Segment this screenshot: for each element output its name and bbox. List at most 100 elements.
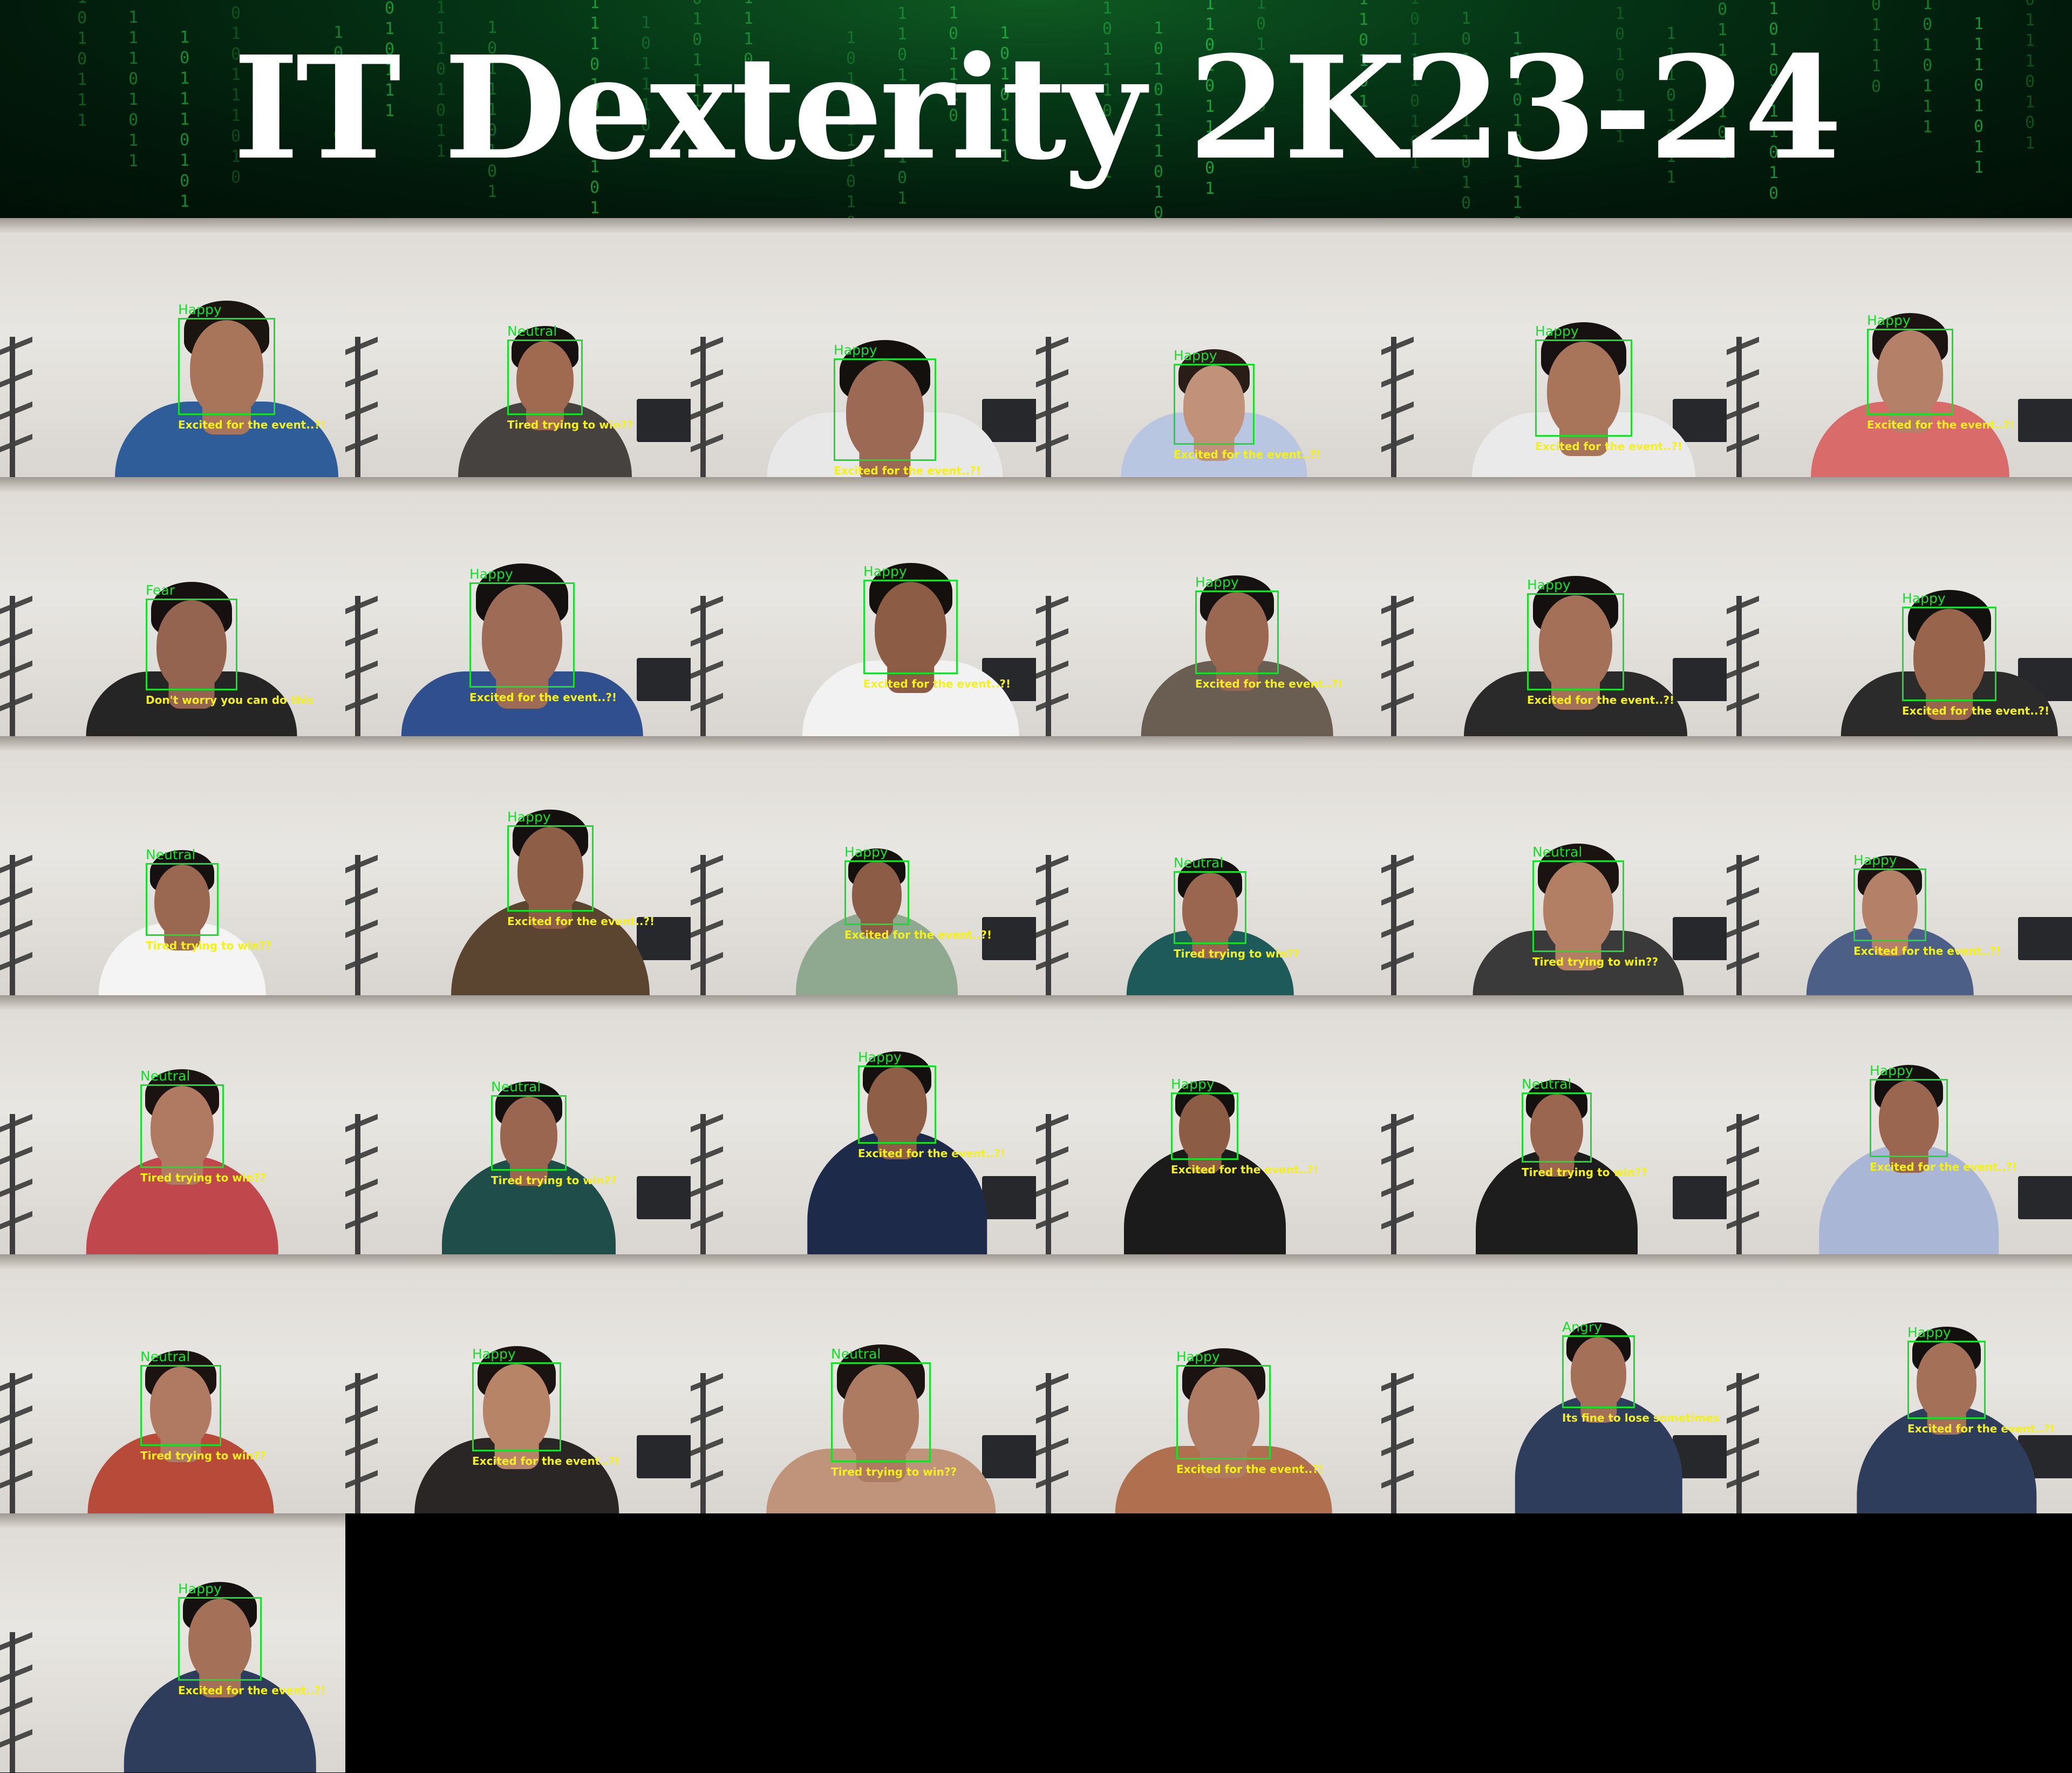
wall-trim bbox=[1036, 477, 1381, 492]
face-detection-box bbox=[1867, 329, 1953, 415]
emotion-caption: Excited for the event..?! bbox=[844, 928, 992, 941]
face-detection-box bbox=[1195, 590, 1279, 674]
wall-trim bbox=[0, 995, 345, 1010]
face-detection-box bbox=[1902, 607, 1996, 701]
participant-photo: Neutral Tired trying to win?? bbox=[1381, 736, 1727, 995]
wall-trim bbox=[691, 1254, 1036, 1269]
matrix-rain-column: 1 1 1 0 1 0 1 1 bbox=[1358, 0, 1369, 132]
emotion-caption: Excited for the event..?! bbox=[178, 1684, 326, 1697]
emotion-label: Happy bbox=[1176, 1349, 1220, 1364]
wall-trim bbox=[1036, 1254, 1381, 1269]
person-face bbox=[517, 827, 583, 914]
monitor bbox=[637, 399, 691, 442]
banner-title: IT Dexterity 2K23-24 bbox=[233, 25, 1843, 191]
emotion-label: Happy bbox=[472, 1346, 516, 1362]
emotion-caption: Tired trying to win?? bbox=[831, 1465, 957, 1478]
emotion-caption: Excited for the event..?! bbox=[858, 1147, 1006, 1160]
person-face bbox=[1538, 595, 1613, 692]
matrix-rain-column: 1 0 1 1 1 0 1 0 1 bbox=[2025, 0, 2035, 153]
shelf bbox=[1727, 1113, 1759, 1254]
wall-trim bbox=[1381, 477, 1727, 492]
person-face bbox=[154, 864, 210, 938]
emotion-label: Happy bbox=[178, 302, 222, 317]
participant-photo: Neutral Tired trying to win?? bbox=[345, 995, 691, 1254]
face-detection-box bbox=[469, 582, 575, 688]
participant-photo: Neutral Tired trying to win?? bbox=[0, 995, 345, 1254]
participant-photo: Happy Excited for the event..?! bbox=[691, 477, 1036, 736]
wall-trim bbox=[691, 736, 1036, 751]
face-detection-box bbox=[1174, 364, 1255, 445]
monitor bbox=[1673, 399, 1727, 442]
emotion-caption: Tired trying to win?? bbox=[1522, 1166, 1648, 1179]
person-face bbox=[852, 861, 902, 927]
wall-trim bbox=[1381, 995, 1727, 1010]
wall-trim bbox=[1727, 1254, 2072, 1269]
empty-cell bbox=[1381, 1513, 1727, 1772]
emotion-label: Happy bbox=[178, 1581, 222, 1597]
shelf bbox=[1381, 1113, 1414, 1254]
emotion-label: Neutral bbox=[1532, 844, 1583, 860]
matrix-rain-column: 1 0 1 0 1 1 1 0 1 0 bbox=[1461, 9, 1471, 213]
emotion-label: Happy bbox=[1535, 323, 1579, 339]
person-face bbox=[150, 1086, 214, 1170]
shelf bbox=[691, 1373, 723, 1513]
person-face bbox=[188, 1599, 252, 1683]
monitor bbox=[2018, 1176, 2072, 1219]
emotion-caption: Excited for the event..?! bbox=[1853, 945, 2001, 957]
matrix-rain-column: 1 0 1 1 1 0 bbox=[1871, 0, 1882, 96]
emotion-caption: Excited for the event..?! bbox=[469, 691, 617, 704]
shelf bbox=[1036, 1113, 1068, 1254]
matrix-rain-column: 1 1 1 0 1 0 1 1 1 0 1 bbox=[897, 0, 908, 208]
emotion-label: Angry bbox=[1562, 1319, 1602, 1335]
monitor bbox=[1673, 1176, 1727, 1219]
shelf bbox=[1381, 336, 1414, 477]
participant-photo: Happy Excited for the event..?! bbox=[345, 1254, 691, 1513]
matrix-rain-column: 1 0 1 1 1 0 1 0 1 bbox=[1717, 0, 1728, 162]
face-detection-box bbox=[1535, 339, 1632, 437]
emotion-caption: Excited for the event..?! bbox=[1867, 418, 2015, 431]
emotion-label: Happy bbox=[1195, 574, 1239, 590]
face-detection-box bbox=[1907, 1341, 1986, 1419]
emotion-caption: Excited for the event..?! bbox=[1171, 1163, 1319, 1176]
shelf bbox=[691, 1113, 723, 1254]
monitor bbox=[637, 1176, 691, 1219]
emotion-caption: Tired trying to win?? bbox=[491, 1174, 617, 1187]
face-detection-box bbox=[834, 358, 936, 461]
shelf bbox=[691, 336, 723, 477]
shelf bbox=[0, 595, 32, 736]
monitor bbox=[1673, 917, 1727, 960]
person-face bbox=[1183, 365, 1245, 446]
participant-photo: Neutral Tired trying to win?? bbox=[0, 1254, 345, 1513]
emotion-label: Happy bbox=[863, 563, 907, 579]
face-detection-box bbox=[507, 825, 594, 912]
person-face bbox=[150, 1367, 212, 1448]
participant-photo: Neutral Tired trying to win?? bbox=[1381, 995, 1727, 1254]
matrix-rain-column: 1 0 1 1 1 0 bbox=[1256, 0, 1266, 116]
face-detection-box bbox=[1562, 1335, 1635, 1408]
matrix-rain-column: 1 0 1 0 1 1 1 0 1 0 bbox=[230, 0, 241, 187]
matrix-rain-column: 1 0 1 0 1 1 1 bbox=[692, 0, 703, 111]
person-face bbox=[1179, 1093, 1230, 1161]
shelf bbox=[1381, 1373, 1414, 1513]
emotion-label: Neutral bbox=[507, 323, 557, 339]
wall-trim bbox=[691, 218, 1036, 233]
title-banner: 1 0 1 0 1 1 1 1 1 1 0 1 0 1 1 1 0 1 1 1 … bbox=[0, 0, 2072, 218]
emotion-caption: Excited for the event..?! bbox=[1870, 1160, 2018, 1173]
person-face bbox=[875, 581, 946, 676]
person-face bbox=[1917, 1342, 1976, 1421]
face-detection-box bbox=[1532, 860, 1624, 952]
person-face bbox=[843, 1364, 919, 1464]
shelf bbox=[1727, 336, 1759, 477]
monitor bbox=[982, 917, 1036, 960]
wall-trim bbox=[1381, 218, 1727, 233]
matrix-rain-background: 1 0 1 0 1 1 1 1 1 1 0 1 0 1 1 1 0 1 1 1 … bbox=[0, 0, 2072, 218]
wall-trim bbox=[1381, 1254, 1727, 1269]
emotion-caption: Don't worry you can do this bbox=[146, 694, 314, 707]
emotion-label: Neutral bbox=[831, 1346, 881, 1362]
shelf bbox=[0, 336, 32, 477]
emotion-label: Happy bbox=[844, 844, 888, 860]
emotion-caption: Its fine to lose sometimes bbox=[1562, 1411, 1720, 1424]
emotion-label: Neutral bbox=[491, 1079, 541, 1095]
matrix-rain-column: 1 1 1 0 1 0 1 1 1 0 1 bbox=[589, 0, 600, 218]
wall-trim bbox=[1036, 736, 1381, 751]
